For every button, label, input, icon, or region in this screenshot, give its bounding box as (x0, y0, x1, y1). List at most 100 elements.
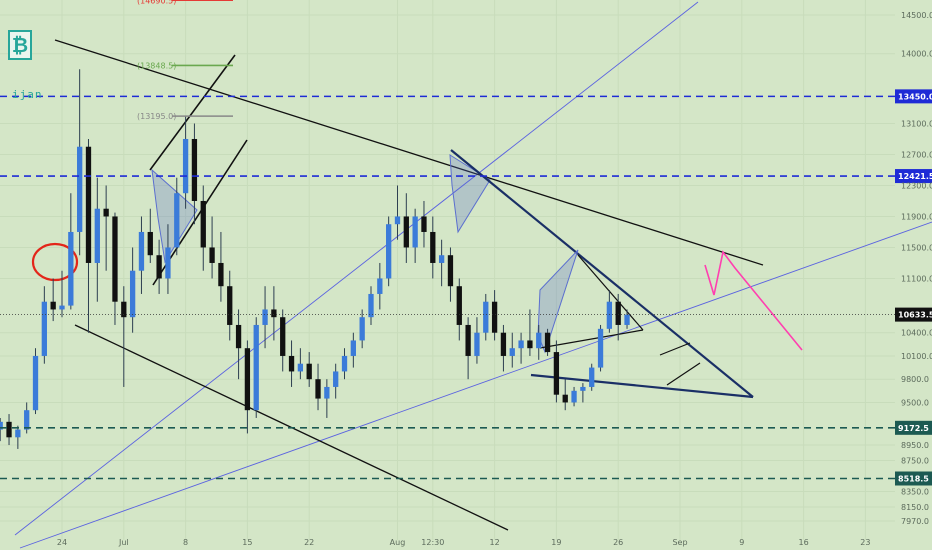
candle-body (209, 247, 215, 263)
x-tick-label: 24 (57, 538, 67, 547)
triangle-line (530, 373, 754, 399)
candle-body (59, 305, 65, 310)
x-tick-label: 22 (304, 538, 314, 547)
candle-body (288, 355, 295, 372)
candle-body (182, 138, 189, 194)
y-tick-label: 14000.0 (901, 50, 932, 59)
candle-body (94, 208, 100, 263)
price-level-label: 12421.5 (898, 172, 932, 181)
y-tick-label: 8350.0 (901, 488, 929, 497)
candle-body (465, 324, 471, 356)
candle-body (544, 332, 551, 353)
candle-body (571, 390, 577, 403)
candle-body (412, 216, 418, 248)
candle-body (456, 286, 462, 325)
candle-body (253, 324, 259, 411)
price-level-badge (895, 420, 932, 435)
candle-body (6, 421, 12, 438)
candle-body (315, 379, 321, 399)
candle-body (156, 255, 162, 279)
x-tick-label: 12:30 (421, 538, 444, 547)
price-annotation-label: (14690.5) (137, 0, 176, 5)
candle-body (280, 317, 286, 356)
candle-body (597, 328, 604, 368)
candle-body (235, 324, 242, 349)
candle-body (297, 363, 304, 372)
candle-body (271, 309, 277, 318)
candle-body (509, 348, 515, 356)
candle-body (129, 270, 136, 318)
candle-body (536, 332, 542, 349)
candle-body (438, 255, 445, 263)
candle-body (500, 332, 507, 356)
candle-body (218, 262, 224, 287)
candle-body (32, 355, 39, 411)
candle-body (359, 317, 365, 341)
x-tick-label: 9 (739, 538, 744, 547)
candle-body (341, 355, 348, 372)
y-tick-label: 8950.0 (901, 441, 929, 450)
candle-body (580, 386, 586, 391)
candle-body (386, 224, 392, 279)
y-tick-label: 12700.0 (901, 150, 932, 159)
y-tick-label: 9500.0 (901, 398, 929, 407)
candle-body (50, 301, 56, 310)
candle-body (333, 371, 339, 387)
candle-body (85, 146, 92, 263)
price-annotation-label: (13848.5) (137, 61, 176, 70)
candle-body (491, 301, 498, 333)
projection-path (704, 250, 803, 351)
y-tick-label: 10100.0 (901, 352, 932, 361)
candle-body (394, 216, 401, 225)
candle-body (0, 421, 3, 430)
candle-body (147, 231, 153, 256)
y-tick-label: 8150.0 (901, 503, 929, 512)
candle-body (474, 332, 480, 356)
x-tick-label: 16 (799, 538, 809, 547)
trend-line-blue (19, 221, 932, 549)
price-level-badge (895, 471, 932, 486)
candle-body (350, 340, 356, 356)
candle-body (121, 301, 127, 318)
x-tick-label: Jul (118, 538, 129, 547)
price-level-label: 13450.0 (898, 92, 932, 101)
candle-body (624, 314, 630, 325)
candle-body (174, 193, 180, 248)
candle-body (15, 429, 21, 438)
candle-body (306, 363, 312, 380)
y-tick-label: 11500.0 (901, 243, 932, 252)
candle-body (368, 293, 374, 318)
candle-body (244, 348, 251, 411)
candle-body (77, 146, 83, 232)
y-tick-label: 12300.0 (901, 181, 932, 190)
y-tick-label: 7970.0 (901, 517, 929, 526)
x-tick-label: 8 (183, 538, 188, 547)
current-price-label: 10633.5 (898, 311, 932, 320)
candle-body (200, 200, 206, 248)
candle-body (227, 286, 233, 325)
candle-body (589, 367, 595, 387)
author-username: ijan (12, 88, 43, 101)
candle-body (41, 301, 47, 356)
x-tick-label: Sep (672, 538, 687, 547)
y-tick-label: 9800.0 (901, 375, 929, 384)
price-level-badge (895, 169, 932, 184)
price-level-label: 9172.5 (898, 424, 929, 433)
trend-line-blue (14, 1, 699, 536)
x-tick-label: 15 (242, 538, 252, 547)
price-annotation-label: (13195.0) (137, 112, 176, 121)
candle-body (68, 231, 74, 306)
y-tick-label: 11100.0 (901, 274, 932, 283)
candle-body (324, 386, 330, 399)
candle-body (262, 309, 268, 325)
price-level-label: 8518.5 (898, 474, 929, 483)
highlight-circle (31, 242, 79, 282)
x-tick-label: 19 (551, 538, 561, 547)
x-tick-label: 26 (613, 538, 623, 547)
price-level-badge (895, 89, 932, 104)
candle-body (421, 216, 427, 232)
x-tick-label: 12 (490, 538, 500, 547)
triangle-line (450, 149, 754, 398)
candle-body (138, 231, 145, 271)
